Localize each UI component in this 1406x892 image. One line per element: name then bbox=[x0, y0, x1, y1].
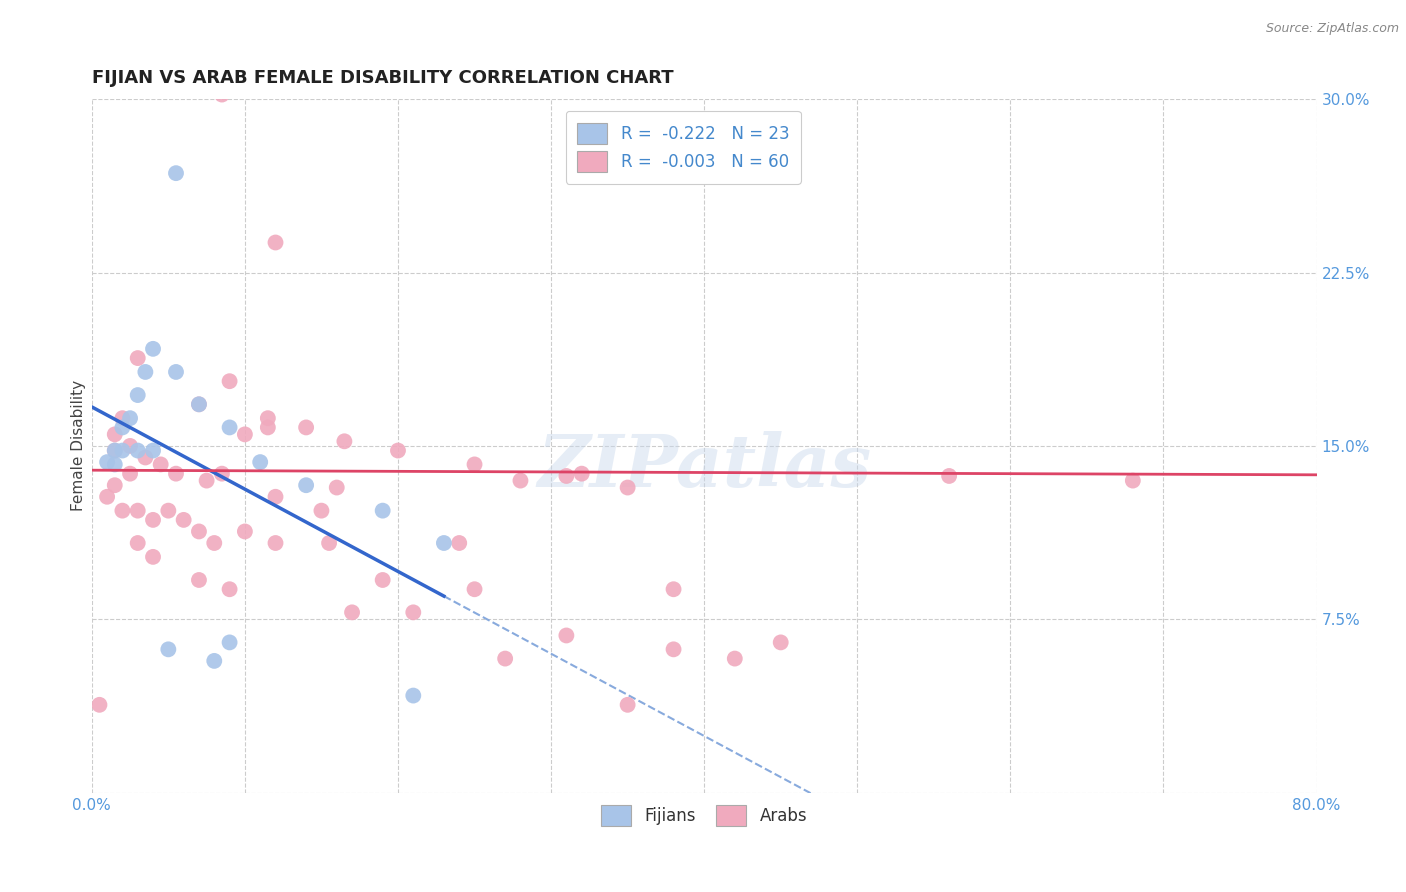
Point bbox=[127, 503, 149, 517]
Point bbox=[571, 467, 593, 481]
Point bbox=[218, 374, 240, 388]
Point bbox=[938, 469, 960, 483]
Point bbox=[104, 443, 127, 458]
Point bbox=[142, 513, 165, 527]
Point bbox=[311, 503, 333, 517]
Point bbox=[769, 635, 792, 649]
Point bbox=[555, 628, 578, 642]
Point bbox=[340, 605, 363, 619]
Point bbox=[724, 651, 747, 665]
Point bbox=[89, 698, 111, 712]
Point bbox=[333, 434, 356, 449]
Point bbox=[127, 351, 149, 365]
Point bbox=[387, 443, 409, 458]
Point bbox=[211, 87, 233, 102]
Point bbox=[104, 443, 127, 458]
Point bbox=[120, 439, 142, 453]
Point bbox=[616, 481, 638, 495]
Point bbox=[233, 524, 256, 539]
Point bbox=[295, 478, 318, 492]
Point bbox=[104, 458, 127, 472]
Point bbox=[202, 536, 225, 550]
Point bbox=[264, 235, 287, 250]
Point bbox=[127, 536, 149, 550]
Point bbox=[1122, 474, 1144, 488]
Point bbox=[464, 458, 486, 472]
Point bbox=[264, 536, 287, 550]
Point bbox=[165, 365, 187, 379]
Point bbox=[211, 467, 233, 481]
Point bbox=[111, 503, 134, 517]
Point bbox=[96, 455, 118, 469]
Point bbox=[555, 469, 578, 483]
Point bbox=[142, 549, 165, 564]
Point bbox=[173, 513, 195, 527]
Point bbox=[202, 654, 225, 668]
Point bbox=[134, 450, 156, 465]
Point bbox=[433, 536, 456, 550]
Point bbox=[233, 427, 256, 442]
Point bbox=[326, 481, 349, 495]
Point bbox=[371, 503, 394, 517]
Point bbox=[449, 536, 471, 550]
Point bbox=[295, 420, 318, 434]
Point bbox=[188, 573, 211, 587]
Point bbox=[218, 582, 240, 597]
Point bbox=[149, 458, 172, 472]
Point bbox=[371, 573, 394, 587]
Point bbox=[127, 443, 149, 458]
Point bbox=[142, 342, 165, 356]
Point bbox=[104, 478, 127, 492]
Point bbox=[165, 166, 187, 180]
Point bbox=[402, 689, 425, 703]
Point bbox=[111, 443, 134, 458]
Legend: Fijians, Arabs: Fijians, Arabs bbox=[595, 798, 814, 833]
Point bbox=[402, 605, 425, 619]
Point bbox=[120, 411, 142, 425]
Point bbox=[188, 397, 211, 411]
Point bbox=[188, 524, 211, 539]
Point bbox=[142, 443, 165, 458]
Point bbox=[662, 642, 685, 657]
Point bbox=[104, 427, 127, 442]
Point bbox=[509, 474, 531, 488]
Point bbox=[165, 467, 187, 481]
Point bbox=[257, 411, 280, 425]
Point bbox=[494, 651, 516, 665]
Point bbox=[218, 420, 240, 434]
Point bbox=[134, 365, 156, 379]
Point bbox=[195, 474, 218, 488]
Point bbox=[264, 490, 287, 504]
Point bbox=[96, 490, 118, 504]
Point bbox=[111, 420, 134, 434]
Point bbox=[257, 420, 280, 434]
Text: ZIPatlas: ZIPatlas bbox=[537, 431, 872, 502]
Point bbox=[249, 455, 271, 469]
Y-axis label: Female Disability: Female Disability bbox=[72, 380, 86, 511]
Point bbox=[188, 397, 211, 411]
Text: FIJIAN VS ARAB FEMALE DISABILITY CORRELATION CHART: FIJIAN VS ARAB FEMALE DISABILITY CORRELA… bbox=[91, 69, 673, 87]
Point bbox=[616, 698, 638, 712]
Point bbox=[111, 411, 134, 425]
Point bbox=[120, 467, 142, 481]
Point bbox=[157, 503, 180, 517]
Point bbox=[218, 635, 240, 649]
Point bbox=[127, 388, 149, 402]
Point bbox=[157, 642, 180, 657]
Point bbox=[464, 582, 486, 597]
Text: Source: ZipAtlas.com: Source: ZipAtlas.com bbox=[1265, 22, 1399, 36]
Point bbox=[662, 582, 685, 597]
Point bbox=[318, 536, 340, 550]
